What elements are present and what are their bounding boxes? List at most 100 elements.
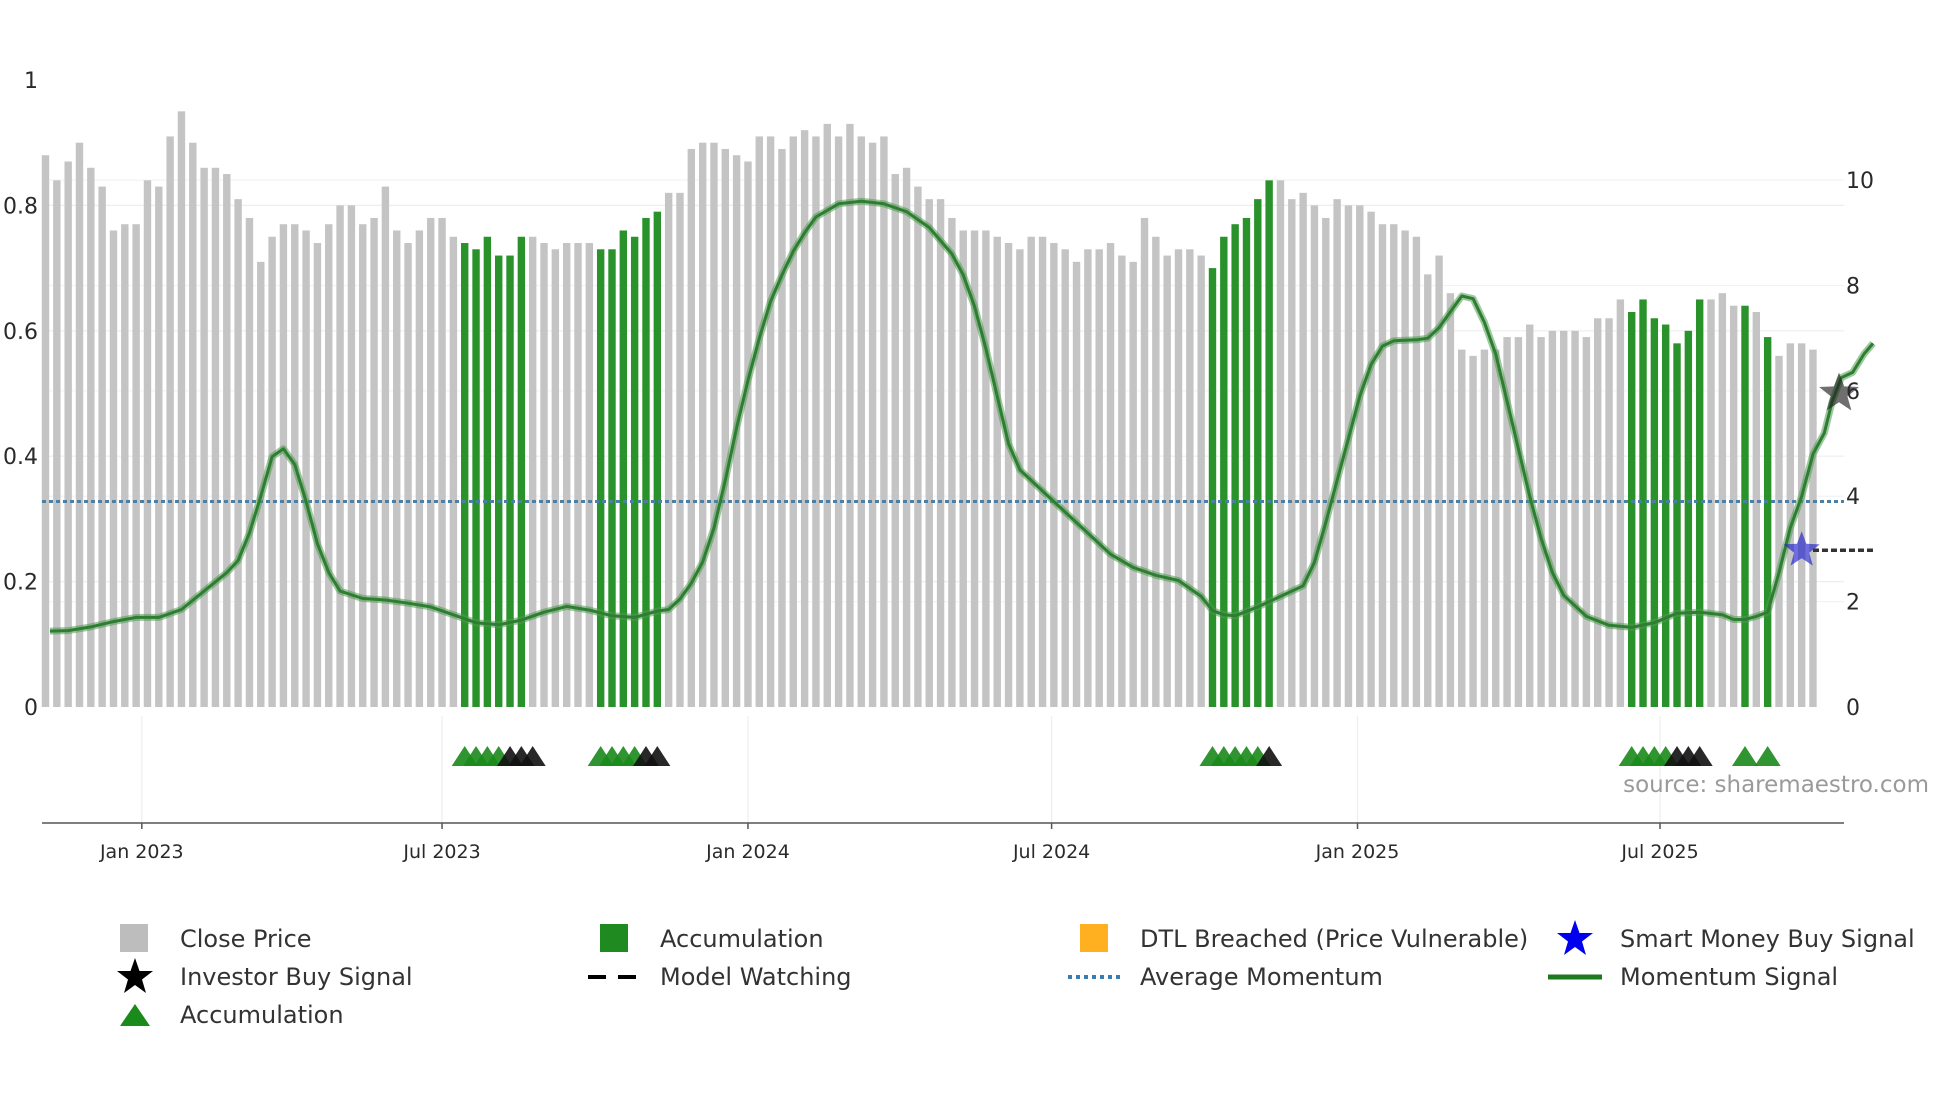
close-price-bar [381, 186, 390, 708]
close-price-bar [1118, 255, 1126, 707]
left-tick-label: 0.2 [3, 571, 38, 596]
left-tick-label: 1 [24, 69, 38, 94]
accumulation-bar [1242, 217, 1251, 707]
square-icon [1068, 922, 1122, 956]
investor-buy-star [1819, 372, 1859, 411]
momentum-line-group [49, 197, 1876, 635]
close-price-bar [1729, 305, 1738, 707]
accumulation-bar [517, 236, 526, 707]
close-price-bar [1299, 192, 1307, 708]
legend-label: Investor Buy Signal [180, 963, 413, 991]
square-icon [108, 922, 162, 956]
close-price-bar [925, 199, 933, 707]
close-price-bar [1492, 349, 1500, 707]
close-price-bar [1469, 355, 1477, 707]
close-price-bar [857, 136, 865, 707]
close-price-bar [438, 217, 446, 707]
close-price-bar [1197, 255, 1205, 707]
close-price-bar [313, 243, 322, 707]
close-price-bar [540, 243, 548, 707]
close-price-bar [302, 230, 310, 708]
close-price-bar [528, 236, 537, 707]
accumulation-bar [1231, 224, 1239, 707]
close-price-bar [891, 174, 899, 708]
close-price-bar [1276, 180, 1285, 707]
close-price-bar [279, 224, 288, 707]
close-price-bar [1752, 311, 1761, 707]
close-price-bar [1322, 217, 1330, 707]
close-price-bar [64, 161, 72, 707]
close-price-bar [846, 123, 854, 707]
close-price-bar [1004, 243, 1013, 707]
close-price-bar [1163, 255, 1171, 707]
close-price-bar [87, 167, 95, 707]
accumulation-bar [1650, 318, 1659, 707]
accumulation-bar [619, 230, 628, 708]
close-price-bar [1707, 299, 1715, 707]
close-price-bar [1797, 343, 1806, 707]
close-price-bar [1412, 236, 1421, 707]
close-price-bar [664, 192, 673, 708]
close-price-bar [1072, 261, 1081, 707]
close-price-bar [1095, 249, 1103, 708]
close-price-bar [948, 217, 956, 707]
accumulation-bar [1254, 199, 1262, 707]
close-price-bar [1152, 236, 1160, 707]
accumulation-bar [495, 255, 503, 707]
close-price-bar [1775, 355, 1783, 707]
close-price-bar [1390, 224, 1398, 707]
accumulation-bar [1265, 180, 1273, 707]
close-price-bar [1344, 205, 1353, 707]
close-price-bar [1809, 349, 1817, 707]
legend-item-accumulation-marker: Accumulation [108, 998, 344, 1032]
close-price-bar [551, 249, 560, 708]
accumulation-marker-dark [1256, 746, 1283, 766]
square-icon [588, 922, 642, 956]
close-price-bar [789, 136, 797, 707]
legend-label: Momentum Signal [1620, 963, 1839, 991]
left-tick-label: 0.4 [3, 445, 38, 470]
dash-line-icon [588, 960, 642, 994]
close-price-bar [143, 180, 152, 707]
close-price-bar [1571, 330, 1579, 707]
accumulation-bar [630, 236, 639, 707]
accumulation-bar [506, 255, 514, 707]
accumulation-bar [1684, 330, 1693, 707]
close-price-bar [1424, 274, 1432, 707]
legend-item-smart-money: Smart Money Buy Signal [1548, 920, 1915, 956]
right-tick-label: 8 [1846, 274, 1860, 299]
close-price-bar [393, 230, 401, 708]
close-price-bar [370, 217, 378, 707]
close-price-bar [585, 243, 594, 707]
legend-label: Model Watching [660, 963, 852, 991]
x-tick-label: Jul 2025 [1620, 841, 1698, 863]
close-price-bar [41, 155, 50, 708]
close-price-bar [325, 224, 333, 707]
accumulation-bar [1741, 305, 1749, 707]
legend: Close Price Accumulation DTL Breached (P… [108, 920, 1928, 1032]
close-price-bar [1537, 337, 1545, 707]
star-icon [1548, 920, 1602, 956]
accumulation-bar [1763, 337, 1772, 707]
close-price-bar [121, 224, 129, 707]
close-price-bar [1061, 249, 1069, 708]
x-tick-label: Jul 2023 [402, 841, 480, 863]
close-price-bar [1582, 337, 1591, 707]
close-price-bar [812, 136, 820, 707]
close-price-bar [1333, 199, 1341, 707]
accumulation-bar [472, 249, 480, 708]
close-price-bar [1378, 224, 1387, 707]
close-price-bar [755, 136, 763, 707]
close-price-bar [211, 167, 220, 707]
close-price-bar [155, 186, 163, 708]
accumulation-marker-dark [644, 746, 671, 766]
smart-money-buy-star [1783, 531, 1820, 566]
accumulation-bar [1661, 324, 1670, 707]
legend-item-close-price: Close Price [108, 922, 312, 956]
left-tick-label: 0.8 [3, 194, 38, 219]
close-price-bar [359, 224, 367, 707]
accumulation-bar [608, 249, 616, 708]
close-price-bar [1106, 243, 1115, 707]
close-price-bar [234, 199, 242, 707]
close-price-bar [1038, 236, 1047, 707]
